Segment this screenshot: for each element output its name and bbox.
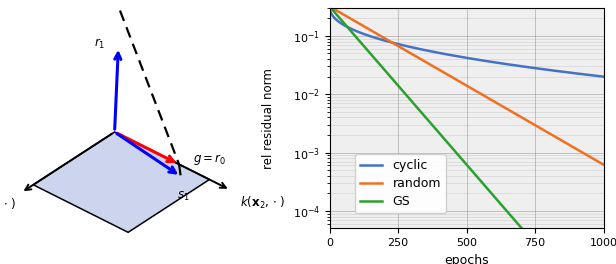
cyclic: [592, 74, 599, 77]
random: [600, 163, 607, 166]
GS: [452, 150, 460, 154]
random: [592, 159, 599, 162]
Text: $s_1$: $s_1$: [177, 190, 190, 203]
cyclic: [541, 68, 549, 71]
Polygon shape: [33, 132, 209, 232]
Line: random: random: [330, 6, 604, 165]
Text: $k(\mathbf{x}_1, \cdot)$: $k(\mathbf{x}_1, \cdot)$: [0, 196, 15, 213]
random: [452, 78, 460, 81]
random: [459, 82, 466, 85]
random: [592, 158, 599, 162]
random: [541, 130, 549, 133]
cyclic: [340, 23, 347, 26]
Legend: cyclic, random, GS: cyclic, random, GS: [355, 154, 446, 213]
Y-axis label: rel residual norm: rel residual norm: [262, 68, 275, 169]
GS: [600, 240, 607, 243]
GS: [529, 240, 537, 243]
GS: [326, 5, 333, 8]
cyclic: [326, 5, 333, 8]
X-axis label: epochs: epochs: [444, 254, 489, 264]
cyclic: [452, 54, 460, 58]
Line: GS: GS: [330, 6, 604, 241]
cyclic: [592, 74, 599, 77]
GS: [592, 240, 599, 243]
Line: cyclic: cyclic: [330, 6, 604, 77]
Text: $k(\mathbf{x}_2, \cdot)$: $k(\mathbf{x}_2, \cdot)$: [240, 195, 285, 211]
cyclic: [600, 75, 607, 78]
Text: $r_1$: $r_1$: [94, 37, 105, 51]
random: [340, 13, 347, 16]
GS: [542, 240, 549, 243]
GS: [340, 21, 347, 24]
random: [326, 5, 333, 8]
GS: [592, 240, 599, 243]
GS: [459, 159, 466, 162]
cyclic: [459, 56, 466, 59]
Text: $g = r_0$: $g = r_0$: [193, 152, 226, 167]
